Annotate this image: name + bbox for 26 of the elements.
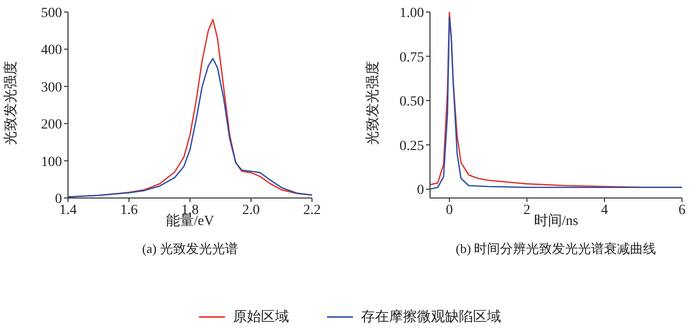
- x-tick-label: 0: [446, 202, 453, 218]
- y-tick-label: 100: [41, 154, 62, 170]
- x-tick-label: 1.4: [59, 202, 77, 218]
- y-tick-label: 400: [41, 43, 62, 58]
- x-tick-label: 2.0: [242, 202, 260, 218]
- legend-label: 存在摩擦微观缺陷区域: [361, 308, 501, 326]
- y-tick-label: 0: [417, 183, 424, 198]
- text: (a) 光致发光光谱: [141, 240, 239, 258]
- y-axis-title: 光致发光强度: [2, 61, 19, 145]
- y-tick-label: 0.75: [400, 50, 424, 66]
- text: (b) 时间分辨光致发光光谱衰减曲线: [454, 240, 658, 258]
- y-tick-label: 500: [41, 6, 62, 21]
- y-tick-label: 0.25: [400, 138, 424, 154]
- x-tick-label: 4: [600, 202, 608, 218]
- y-tick-label: 200: [41, 118, 62, 133]
- x-tick-label: 1.6: [120, 202, 138, 218]
- x-tick-label: 2.2: [303, 202, 321, 218]
- x-tick-label: 2: [523, 202, 530, 218]
- x-tick-label: 6: [678, 202, 686, 218]
- y-tick-label: 0: [55, 192, 62, 207]
- legend-label: 原始区域: [233, 308, 289, 326]
- y-tick-label: 0.50: [400, 94, 424, 110]
- y-tick-label: 1.00: [400, 6, 424, 21]
- x-axis-title: 时间/ns: [534, 214, 578, 229]
- y-tick-label: 300: [41, 80, 62, 96]
- y-axis-title: 光致发光强度: [364, 61, 381, 145]
